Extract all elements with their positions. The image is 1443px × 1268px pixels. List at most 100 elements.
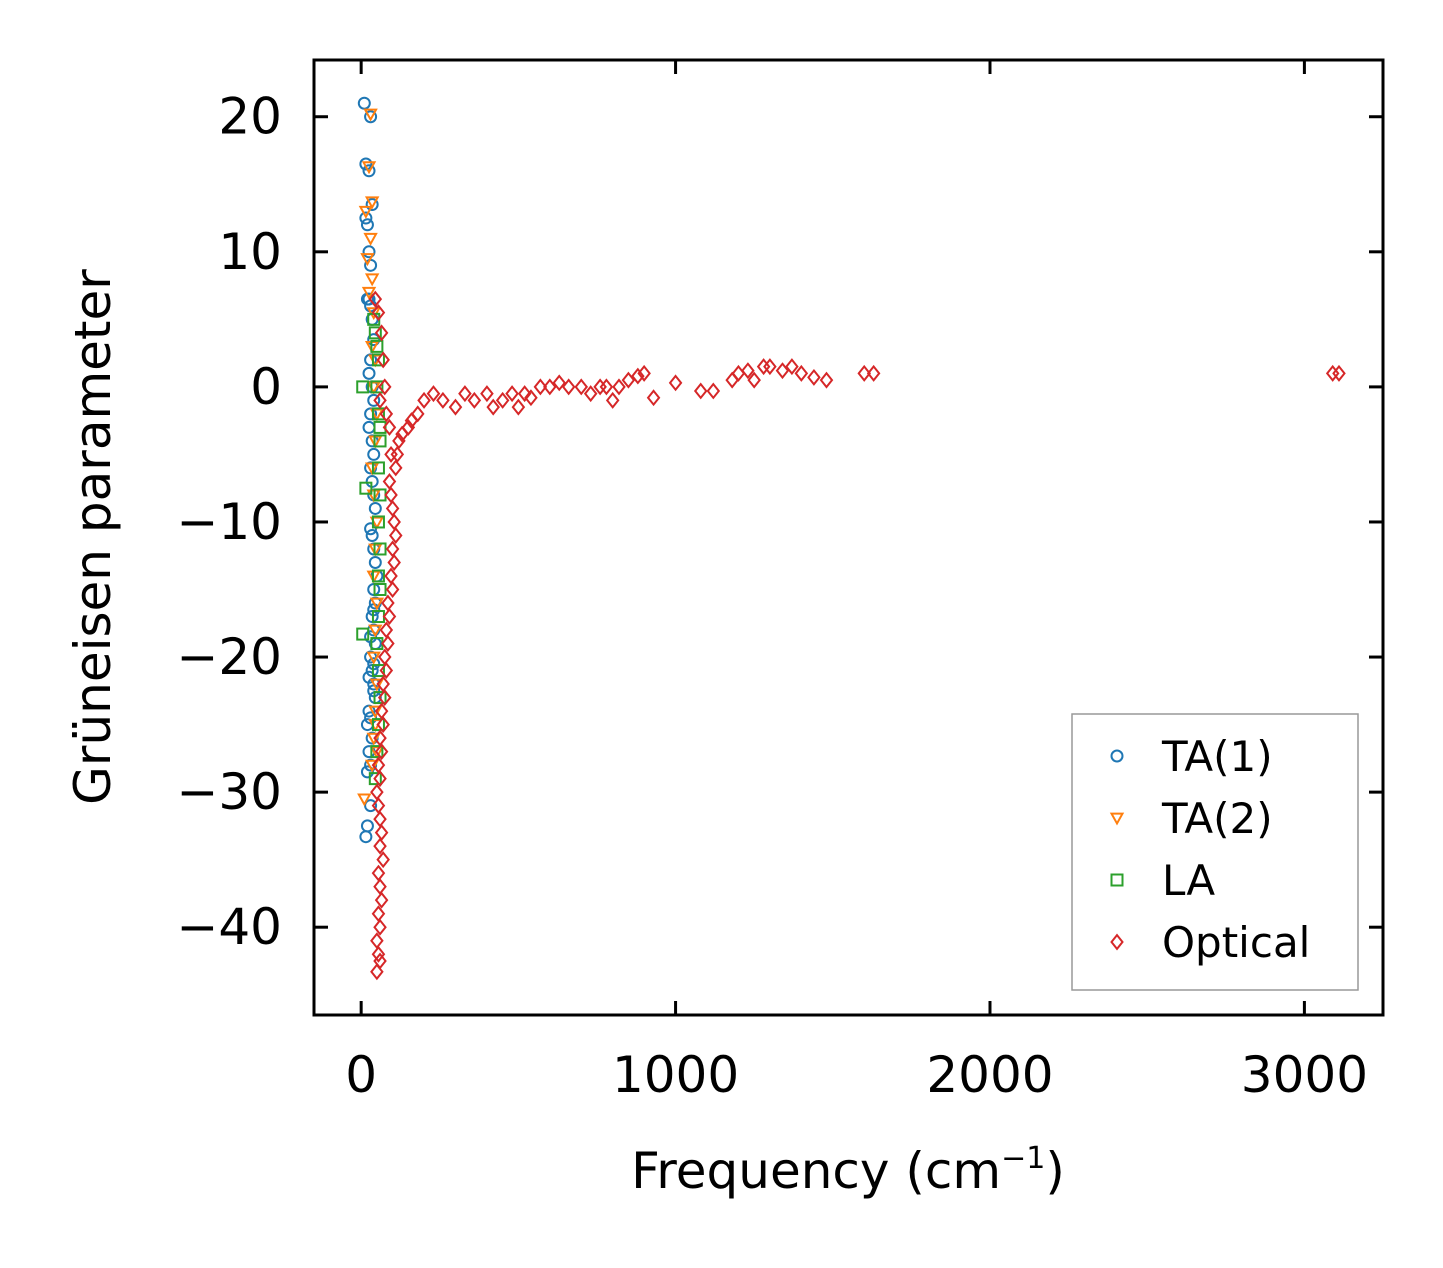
point-optical-44 xyxy=(747,371,761,389)
point-optical-88 xyxy=(371,905,386,923)
point-optical-12 xyxy=(426,385,441,403)
point-optical-95 xyxy=(395,425,409,443)
point-optical-19 xyxy=(495,391,510,409)
point-ta-2-25 xyxy=(357,793,372,807)
point-optical-63 xyxy=(384,567,398,585)
y-tick-label-2: 0 xyxy=(250,358,282,416)
point-ta-1-40 xyxy=(362,704,376,718)
point-optical-40 xyxy=(706,382,721,400)
point-optical-74 xyxy=(376,716,390,734)
legend-marker-la xyxy=(1110,873,1124,887)
point-optical-83 xyxy=(373,837,387,855)
legend-label-ta-1: TA(1) xyxy=(1161,732,1273,781)
point-optical-11 xyxy=(417,391,431,409)
point-optical-64 xyxy=(385,581,400,598)
point-ta-1-4 xyxy=(365,198,379,212)
point-ta-1-17 xyxy=(367,393,381,407)
point-optical-67 xyxy=(379,621,394,639)
point-optical-35 xyxy=(631,367,645,385)
point-optical-29 xyxy=(583,385,598,403)
point-optical-23 xyxy=(524,389,538,407)
point-optical-15 xyxy=(458,385,472,403)
point-ta-1-6 xyxy=(360,218,374,232)
point-optical-97 xyxy=(388,459,403,477)
point-optical-60 xyxy=(388,526,403,544)
point-optical-96 xyxy=(404,412,419,430)
point-optical-43 xyxy=(741,362,755,380)
point-ta-2-22 xyxy=(369,678,385,692)
point-optical-89 xyxy=(373,918,387,936)
point-la-6 xyxy=(371,407,385,421)
point-optical-18 xyxy=(486,398,500,416)
data-marks xyxy=(356,96,1346,981)
point-ta-2-20 xyxy=(368,624,383,638)
point-optical-91 xyxy=(371,945,386,963)
point-la-15 xyxy=(356,627,370,641)
point-ta-1-25 xyxy=(368,501,382,515)
point-la-21 xyxy=(368,772,382,786)
point-optical-36 xyxy=(637,364,651,382)
y-tick-label-5: −30 xyxy=(176,763,282,821)
point-ta-1-7 xyxy=(362,245,376,259)
point-ta-1-15 xyxy=(362,366,376,380)
plot-frame xyxy=(312,58,1385,1017)
point-ta-2-7 xyxy=(361,286,377,300)
point-la-13 xyxy=(371,569,385,583)
point-ta-1-1 xyxy=(364,110,378,124)
point-optical-28 xyxy=(574,378,589,396)
point-optical-22 xyxy=(517,385,532,403)
point-optical-76 xyxy=(374,743,389,761)
y-tick-label-3: −10 xyxy=(176,493,282,551)
point-la-22 xyxy=(373,420,387,434)
x-tick-label-2: 2000 xyxy=(926,1046,1053,1104)
point-ta-2-24 xyxy=(366,732,381,746)
point-optical-38 xyxy=(668,374,683,392)
point-ta-2-27 xyxy=(369,746,385,760)
point-la-4 xyxy=(371,353,385,367)
point-optical-25 xyxy=(543,378,557,396)
point-la-8 xyxy=(371,461,385,475)
point-ta-2-16 xyxy=(369,516,385,530)
legend: TA(1) TA(2) LA Optical xyxy=(1071,713,1359,991)
point-optical-55 xyxy=(1332,364,1346,382)
y-tick-label-4: −20 xyxy=(176,628,282,686)
point-optical-6 xyxy=(379,405,394,423)
point-optical-59 xyxy=(387,513,401,531)
point-optical-65 xyxy=(381,594,395,612)
y-tick-label-1: 10 xyxy=(218,223,282,281)
point-la-18 xyxy=(373,691,387,705)
point-ta-2-26 xyxy=(364,759,380,773)
point-optical-17 xyxy=(480,385,494,403)
y-tick-label-6: −40 xyxy=(176,898,282,956)
x-tick-label-0: 0 xyxy=(345,1046,377,1104)
point-ta-2-3 xyxy=(358,205,374,219)
point-la-12 xyxy=(373,542,387,556)
point-optical-50 xyxy=(807,368,821,386)
point-optical-77 xyxy=(371,756,386,774)
point-optical-82 xyxy=(374,824,389,842)
point-optical-87 xyxy=(374,891,389,909)
point-ta-2-1 xyxy=(361,161,377,175)
point-optical-33 xyxy=(612,378,626,396)
point-optical-78 xyxy=(373,770,387,788)
point-ta-1-29 xyxy=(368,555,382,569)
point-la-2 xyxy=(368,326,382,340)
point-ta-1-26 xyxy=(364,522,378,536)
point-optical-26 xyxy=(552,374,567,392)
point-optical-0 xyxy=(368,290,383,308)
legend-marker-optical xyxy=(1110,933,1124,951)
point-optical-70 xyxy=(379,662,394,680)
point-ta-2-23 xyxy=(368,705,383,719)
point-ta-1-54 xyxy=(362,670,376,684)
point-ta-1-49 xyxy=(359,830,373,844)
x-tick-label-1: 1000 xyxy=(612,1046,739,1104)
y-tick-label-0: 20 xyxy=(218,88,282,146)
point-ta-1-13 xyxy=(367,333,381,347)
point-optical-66 xyxy=(382,608,397,625)
point-optical-20 xyxy=(505,385,519,403)
axis-ticks: 0 1000 2000 3000 20 10 0 −10 −20 −30 −40 xyxy=(176,60,1383,1104)
point-optical-52 xyxy=(857,364,872,382)
point-ta-1-46 xyxy=(360,765,374,779)
